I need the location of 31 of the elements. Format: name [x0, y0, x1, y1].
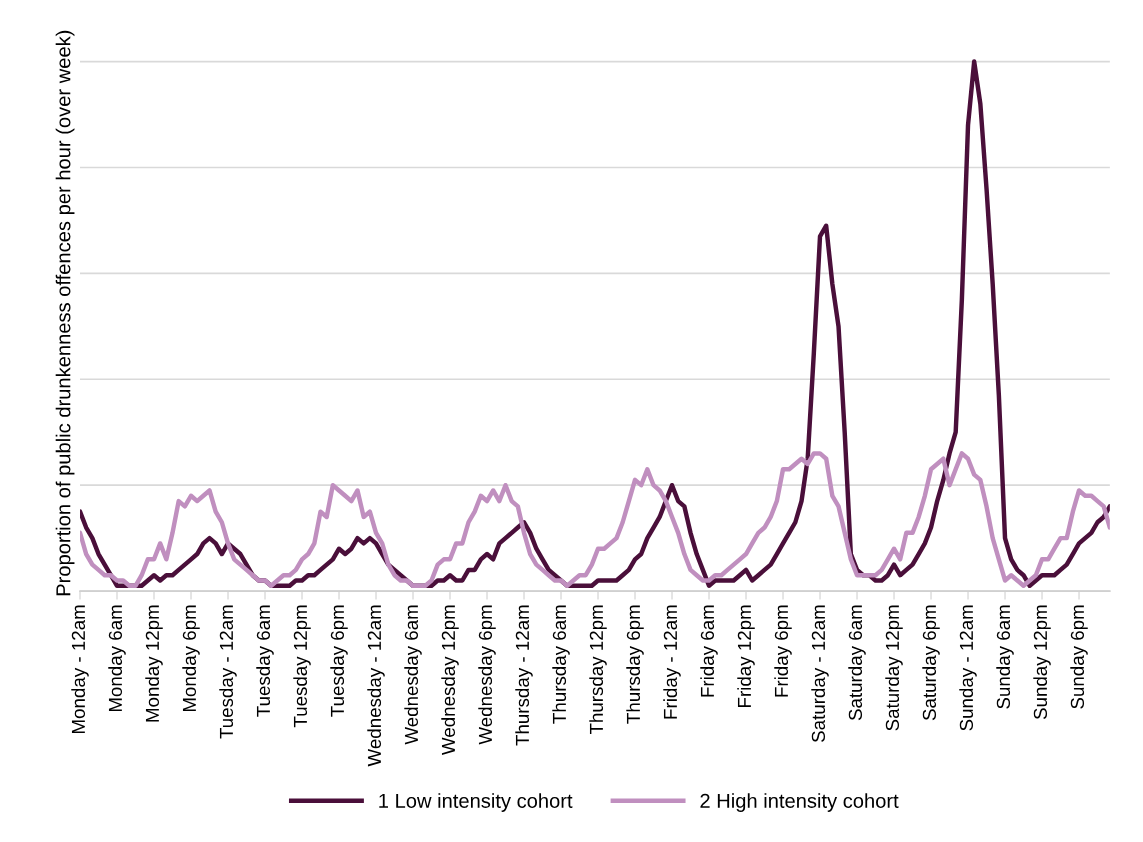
x-tick-label: Thursday 6am	[552, 605, 570, 724]
y-axis-title: Proportion of public drunkenness offences per hour (over week)	[55, 30, 75, 596]
x-tick-label: Monday 6am	[108, 605, 126, 712]
x-tick-label: Saturday 12pm	[885, 605, 903, 731]
x-tick-label: Friday 6pm	[774, 605, 792, 697]
legend-label: 2 High intensity cohort	[700, 793, 899, 812]
legend-label: 1 Low intensity cohort	[379, 793, 573, 812]
x-tick-label: Tuesday 6am	[256, 605, 274, 717]
x-tick-label: Saturday 6pm	[922, 605, 940, 721]
x-tick-label: Thursday - 12am	[515, 605, 533, 746]
x-tick-label: Thursday 12pm	[589, 605, 607, 735]
x-tick-label: Sunday 6pm	[1070, 605, 1088, 709]
x-tick-label: Monday 6pm	[182, 605, 200, 712]
x-tick-label: Wednesday 6am	[404, 605, 422, 745]
x-tick-label: Wednesday 12pm	[441, 605, 459, 755]
x-tick-label: Tuesday 12pm	[293, 605, 311, 728]
x-tick-label: Monday - 12am	[71, 605, 89, 733]
x-tick-label: Monday 12pm	[145, 605, 163, 722]
x-tick-label: Friday - 12am	[663, 605, 681, 719]
x-tick-label: Tuesday 6pm	[330, 605, 348, 717]
x-tick-label: Thursday 6pm	[626, 605, 644, 724]
x-tick-label: Wednesday - 12am	[367, 605, 385, 767]
x-tick-label: Sunday 6am	[996, 605, 1014, 709]
x-tick-label: Saturday - 12am	[811, 605, 829, 743]
x-tick-label: Sunday - 12am	[959, 605, 977, 731]
x-tick-label: Friday 6am	[700, 605, 718, 697]
x-tick-label: Friday 12pm	[737, 605, 755, 707]
x-tick-label: Wednesday 6pm	[478, 605, 496, 745]
x-tick-label: Sunday 12pm	[1033, 605, 1051, 720]
x-tick-label: Tuesday - 12am	[219, 605, 237, 739]
x-tick-label: Saturday 6am	[848, 605, 866, 721]
